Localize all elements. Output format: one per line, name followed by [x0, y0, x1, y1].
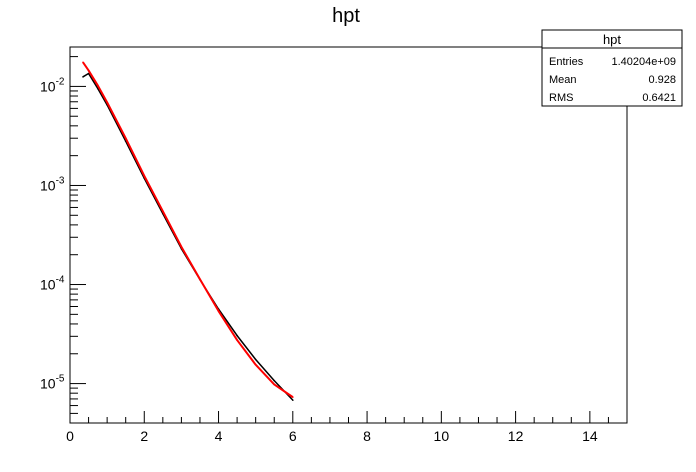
x-tick-label: 0 [66, 428, 74, 444]
x-axis: 0 2 4 6 8 10 12 14 [66, 411, 628, 444]
series-1-point [180, 246, 183, 248]
series-1-point [97, 84, 99, 87]
series-1-point [236, 339, 238, 341]
stats-box: hpt Entries 1.40204e+09 Mean 0.928 RMS 0… [541, 29, 683, 107]
x-tick-label: 14 [582, 428, 598, 444]
series-1-point [254, 363, 257, 366]
y-tick-exponent: -5 [56, 374, 65, 385]
series-0-point [273, 379, 276, 382]
x-tick-label: 8 [363, 428, 371, 444]
x-tick-label: 2 [140, 428, 148, 444]
x-tick-label: 4 [215, 428, 223, 444]
stats-box-title: hpt [603, 32, 621, 47]
series-1-point [292, 396, 294, 398]
series-0-point [82, 76, 84, 78]
x-tick-label: 6 [289, 428, 297, 444]
stats-label-mean: Mean [549, 74, 577, 86]
y-tick-exponent: -3 [56, 175, 65, 186]
series-1-point [217, 310, 220, 312]
y-tick-base: 10 [40, 376, 56, 392]
series-1-point [82, 61, 84, 64]
series-1-point [87, 69, 90, 72]
series-layer [82, 61, 294, 401]
stats-value-mean: 0.928 [648, 74, 676, 86]
series-1-point [273, 383, 276, 386]
y-tick-label: 10-2 [40, 76, 65, 94]
y-tick-exponent: -2 [56, 76, 65, 87]
series-line-1 [82, 61, 294, 398]
series-0-point [236, 334, 238, 337]
x-tick-label: 10 [434, 428, 450, 444]
chart-title: hpt [332, 5, 360, 27]
series-1-point [106, 101, 108, 104]
stats-label-rms: RMS [549, 92, 573, 104]
stats-box-frame [541, 29, 683, 107]
stats-label-entries: Entries [549, 56, 584, 68]
y-tick-label: 10-4 [40, 275, 65, 293]
y-tick-label: 10-3 [40, 175, 65, 193]
series-line-0 [82, 72, 294, 401]
y-axis: 10-210-310-410-5 [40, 56, 86, 424]
y-tick-base: 10 [40, 78, 56, 94]
series-1-point [199, 278, 201, 281]
stats-value-rms: 0.6421 [642, 92, 676, 104]
x-tick-label: 12 [508, 428, 524, 444]
y-tick-base: 10 [40, 277, 56, 293]
series-0-point [292, 399, 294, 401]
y-tick-exponent: -4 [56, 275, 65, 286]
stats-value-entries: 1.40204e+09 [611, 56, 676, 68]
y-tick-label: 10-5 [40, 374, 65, 392]
series-1-point [143, 175, 146, 177]
series-0-point [87, 72, 90, 75]
series-1-point [124, 137, 127, 140]
series-1-point [162, 210, 164, 212]
series-0-point [254, 358, 257, 361]
y-tick-base: 10 [40, 177, 56, 193]
